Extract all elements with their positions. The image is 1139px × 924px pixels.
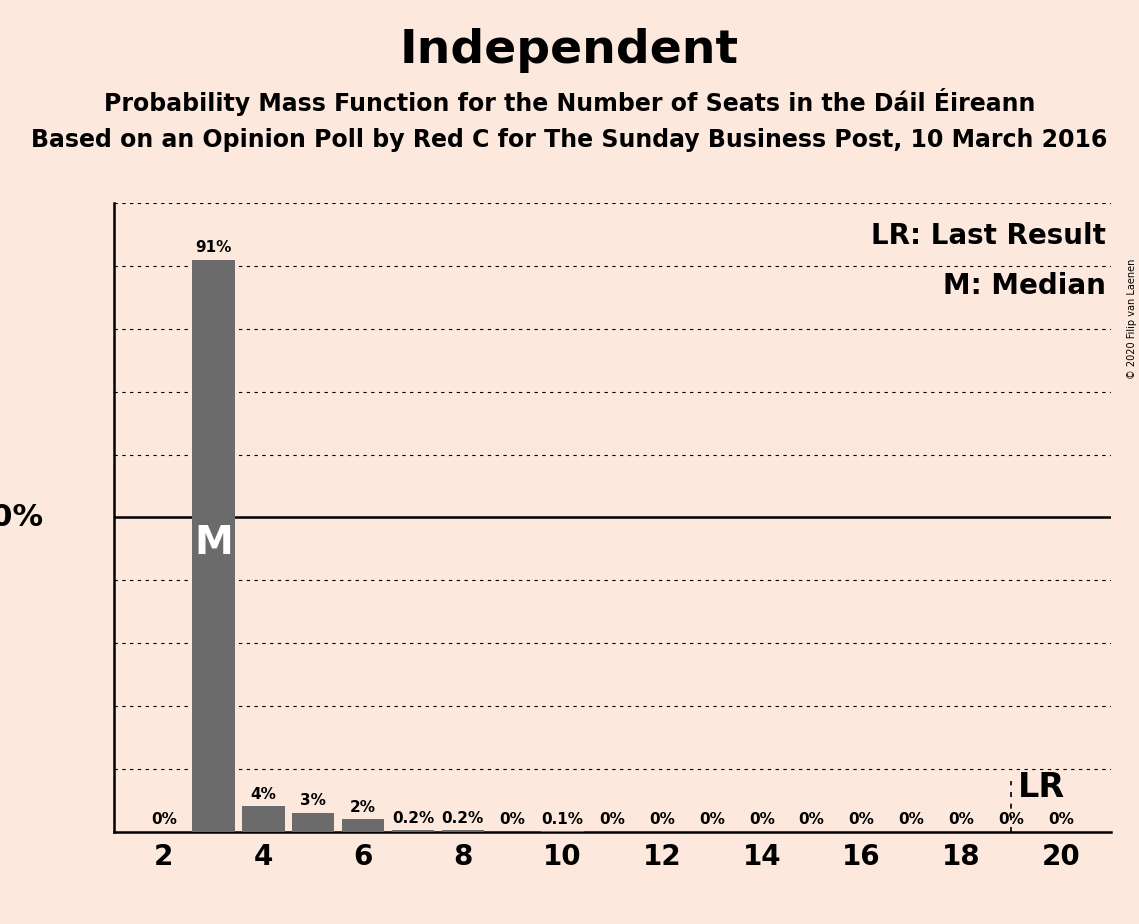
Text: 2%: 2%	[350, 799, 376, 815]
Text: M: Median: M: Median	[943, 273, 1106, 300]
Text: 91%: 91%	[196, 240, 231, 255]
Text: 0%: 0%	[998, 812, 1024, 827]
Bar	[392, 831, 434, 832]
Text: 0%: 0%	[500, 812, 525, 827]
Text: 0.2%: 0.2%	[442, 811, 484, 826]
Bar	[243, 807, 285, 832]
Text: 0%: 0%	[599, 812, 625, 827]
Text: 0%: 0%	[150, 812, 177, 827]
Text: M: M	[194, 524, 233, 562]
Text: Based on an Opinion Poll by Red C for The Sunday Business Post, 10 March 2016: Based on an Opinion Poll by Red C for Th…	[31, 128, 1108, 152]
Text: 0%: 0%	[748, 812, 775, 827]
Text: 0%: 0%	[948, 812, 974, 827]
Text: Probability Mass Function for the Number of Seats in the Dáil Éireann: Probability Mass Function for the Number…	[104, 88, 1035, 116]
Text: 0%: 0%	[849, 812, 875, 827]
Bar	[442, 831, 484, 832]
Bar	[292, 813, 335, 832]
Text: © 2020 Filip van Laenen: © 2020 Filip van Laenen	[1126, 259, 1137, 379]
Text: 0.1%: 0.1%	[541, 811, 583, 827]
Text: 50%: 50%	[0, 503, 44, 532]
Text: 0%: 0%	[899, 812, 924, 827]
Text: Independent: Independent	[400, 28, 739, 73]
Text: 0%: 0%	[798, 812, 825, 827]
Text: 0%: 0%	[649, 812, 675, 827]
Text: 3%: 3%	[301, 794, 326, 808]
Text: 0%: 0%	[1048, 812, 1074, 827]
Text: LR: Last Result: LR: Last Result	[870, 222, 1106, 250]
Text: 0.2%: 0.2%	[392, 811, 434, 826]
Bar	[342, 819, 384, 832]
Text: LR: LR	[1018, 772, 1065, 804]
Text: 0%: 0%	[699, 812, 724, 827]
Text: 4%: 4%	[251, 787, 277, 802]
Bar	[192, 260, 235, 832]
